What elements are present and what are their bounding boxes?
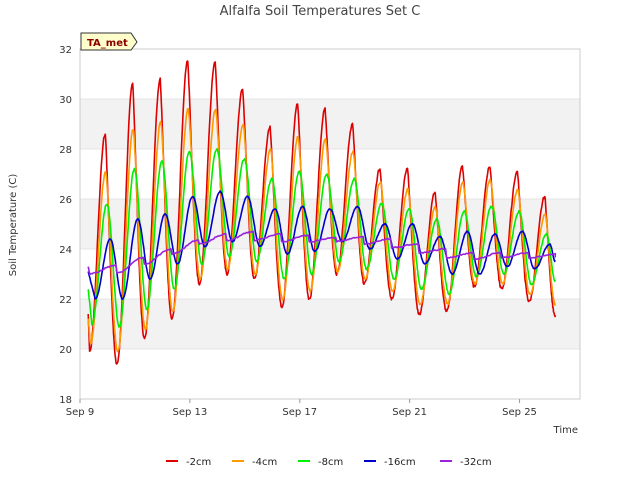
y-tick-label: 18	[59, 395, 72, 406]
series-lines	[87, 60, 557, 365]
x-tick-label: Sep 17	[282, 407, 317, 418]
legend-label: -8cm	[318, 457, 343, 468]
y-tick-label: 24	[59, 245, 72, 256]
badge-label: TA_met	[87, 38, 128, 49]
ta-met-badge[interactable]: TA_met	[80, 32, 138, 51]
legend: -2cm -4cm -8cm -16cm -32cm	[166, 457, 492, 468]
y-axis-label: Soil Temperature (C)	[8, 174, 19, 277]
y-tick-label: 28	[59, 145, 72, 156]
y-tick-label: 26	[59, 195, 72, 206]
y-axis-ticks: 18 20 22 24 26 28 30 32	[59, 45, 72, 406]
x-tick-label: Sep 9	[66, 407, 94, 418]
y-tick-label: 32	[59, 45, 72, 56]
series-line-neg4cm	[87, 107, 557, 353]
legend-label: -4cm	[252, 457, 277, 468]
series-line-neg32cm	[87, 230, 557, 276]
grid-band	[80, 299, 580, 349]
legend-label: -32cm	[460, 457, 492, 468]
chart-title: Alfalfa Soil Temperatures Set C	[220, 4, 421, 19]
badge-shape	[80, 32, 138, 51]
y-tick-label: 30	[59, 95, 72, 106]
legend-label: -16cm	[384, 457, 416, 468]
legend-label: -2cm	[186, 457, 211, 468]
series-line-neg16cm	[87, 190, 556, 300]
x-tick-label: Sep 25	[502, 407, 537, 418]
y-tick-label: 20	[59, 345, 72, 356]
x-tick-label: Sep 21	[392, 407, 427, 418]
x-tick-label: Sep 13	[173, 407, 208, 418]
plot-frame	[79, 48, 581, 400]
y-tick-label: 22	[59, 295, 72, 306]
x-axis-ticks: Sep 9 Sep 13 Sep 17 Sep 21 Sep 25	[66, 399, 537, 418]
x-axis-label: Time	[553, 425, 578, 436]
